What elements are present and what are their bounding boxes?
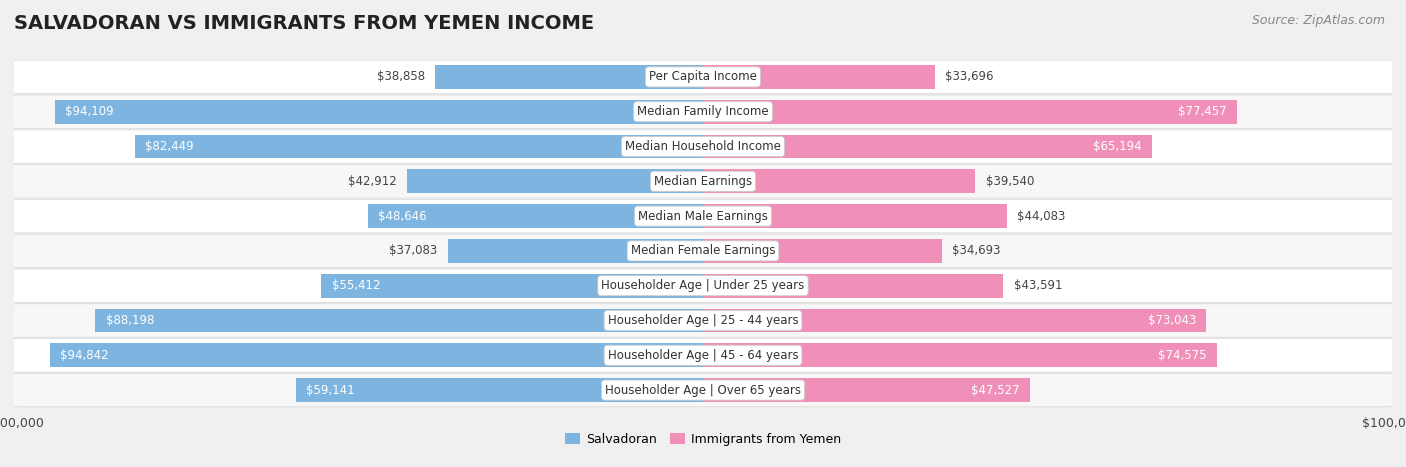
FancyBboxPatch shape — [7, 374, 1399, 407]
Text: $39,540: $39,540 — [986, 175, 1035, 188]
Text: $44,083: $44,083 — [1017, 210, 1066, 223]
Text: $33,696: $33,696 — [945, 71, 994, 84]
Text: Median Female Earnings: Median Female Earnings — [631, 244, 775, 257]
Text: Source: ZipAtlas.com: Source: ZipAtlas.com — [1251, 14, 1385, 27]
Text: $38,858: $38,858 — [377, 71, 425, 84]
FancyBboxPatch shape — [7, 199, 1399, 233]
FancyBboxPatch shape — [49, 343, 703, 367]
Text: Householder Age | Over 65 years: Householder Age | Over 65 years — [605, 383, 801, 396]
Text: $74,575: $74,575 — [1159, 349, 1206, 362]
Legend: Salvadoran, Immigrants from Yemen: Salvadoran, Immigrants from Yemen — [560, 428, 846, 451]
FancyBboxPatch shape — [7, 339, 1399, 372]
FancyBboxPatch shape — [7, 95, 1399, 128]
FancyBboxPatch shape — [703, 378, 1031, 402]
Text: Median Earnings: Median Earnings — [654, 175, 752, 188]
Text: Householder Age | 25 - 44 years: Householder Age | 25 - 44 years — [607, 314, 799, 327]
Text: $43,591: $43,591 — [1014, 279, 1062, 292]
Text: Median Family Income: Median Family Income — [637, 105, 769, 118]
Text: Median Male Earnings: Median Male Earnings — [638, 210, 768, 223]
Text: $48,646: $48,646 — [378, 210, 427, 223]
FancyBboxPatch shape — [447, 239, 703, 263]
FancyBboxPatch shape — [436, 65, 703, 89]
Text: $59,141: $59,141 — [307, 383, 354, 396]
FancyBboxPatch shape — [368, 204, 703, 228]
Text: $82,449: $82,449 — [145, 140, 194, 153]
Text: $55,412: $55,412 — [332, 279, 380, 292]
Text: $47,527: $47,527 — [972, 383, 1021, 396]
Text: $77,457: $77,457 — [1178, 105, 1226, 118]
FancyBboxPatch shape — [7, 130, 1399, 163]
Text: Householder Age | Under 25 years: Householder Age | Under 25 years — [602, 279, 804, 292]
Text: $73,043: $73,043 — [1147, 314, 1197, 327]
FancyBboxPatch shape — [7, 269, 1399, 303]
FancyBboxPatch shape — [96, 309, 703, 333]
FancyBboxPatch shape — [7, 234, 1399, 268]
Text: Householder Age | 45 - 64 years: Householder Age | 45 - 64 years — [607, 349, 799, 362]
Text: $65,194: $65,194 — [1094, 140, 1142, 153]
Text: Median Household Income: Median Household Income — [626, 140, 780, 153]
FancyBboxPatch shape — [703, 65, 935, 89]
Text: $88,198: $88,198 — [105, 314, 155, 327]
FancyBboxPatch shape — [703, 239, 942, 263]
FancyBboxPatch shape — [703, 309, 1206, 333]
FancyBboxPatch shape — [408, 170, 703, 193]
FancyBboxPatch shape — [703, 170, 976, 193]
Text: $42,912: $42,912 — [349, 175, 396, 188]
FancyBboxPatch shape — [703, 343, 1216, 367]
FancyBboxPatch shape — [7, 304, 1399, 337]
FancyBboxPatch shape — [321, 274, 703, 297]
Text: SALVADORAN VS IMMIGRANTS FROM YEMEN INCOME: SALVADORAN VS IMMIGRANTS FROM YEMEN INCO… — [14, 14, 595, 33]
FancyBboxPatch shape — [55, 100, 703, 124]
FancyBboxPatch shape — [295, 378, 703, 402]
FancyBboxPatch shape — [7, 164, 1399, 198]
Text: $34,693: $34,693 — [952, 244, 1001, 257]
FancyBboxPatch shape — [703, 100, 1237, 124]
Text: Per Capita Income: Per Capita Income — [650, 71, 756, 84]
FancyBboxPatch shape — [7, 60, 1399, 93]
FancyBboxPatch shape — [703, 274, 1004, 297]
FancyBboxPatch shape — [703, 204, 1007, 228]
Text: $94,842: $94,842 — [60, 349, 108, 362]
Text: $37,083: $37,083 — [389, 244, 437, 257]
Text: $94,109: $94,109 — [65, 105, 114, 118]
FancyBboxPatch shape — [703, 134, 1152, 158]
FancyBboxPatch shape — [135, 134, 703, 158]
